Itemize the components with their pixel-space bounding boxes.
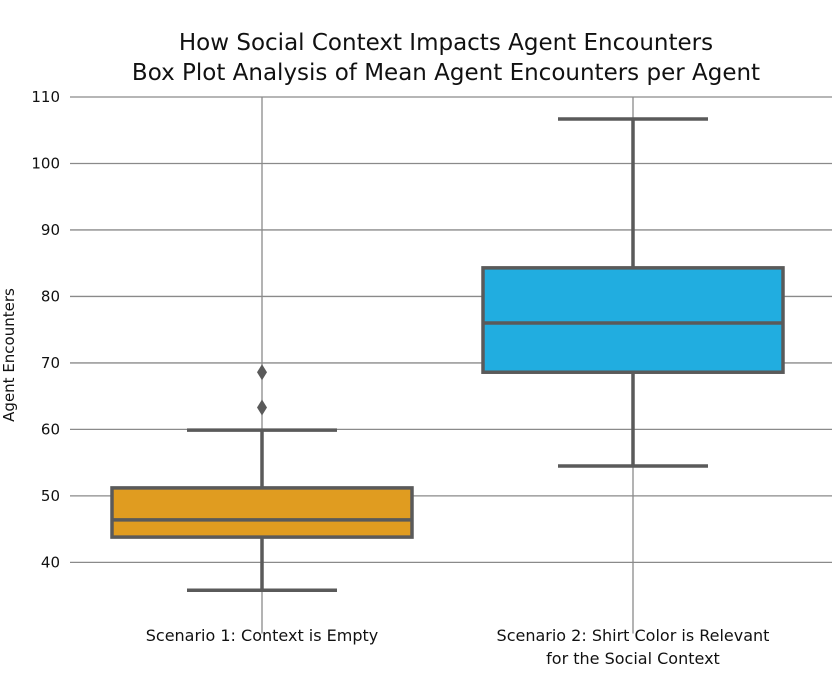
y-tick-label: 50 (41, 487, 60, 505)
y-axis-ticks: 40 50 60 70 80 90 100 110 (31, 88, 60, 571)
y-tick-label: 90 (41, 221, 60, 239)
x-category-label: for the Social Context (546, 649, 720, 668)
box-iqr (481, 266, 785, 374)
y-tick-label: 70 (41, 354, 60, 372)
y-tick-label: 110 (31, 88, 60, 106)
y-tick-label: 100 (31, 154, 60, 172)
box-iqr (110, 486, 414, 539)
x-category-label: Scenario 2: Shirt Color is Relevant (497, 626, 770, 645)
x-category-label: Scenario 1: Context is Empty (146, 626, 379, 645)
y-tick-label: 40 (41, 553, 60, 571)
chart-title: How Social Context Impacts Agent Encount… (178, 30, 714, 56)
outlier-point (257, 399, 267, 416)
x-axis-categories: Scenario 1: Context is Empty Scenario 2: … (146, 626, 770, 668)
y-tick-label: 80 (41, 287, 60, 305)
y-tick-label: 60 (41, 420, 60, 438)
boxes (110, 117, 785, 593)
chart-subtitle: Box Plot Analysis of Mean Agent Encounte… (131, 60, 761, 86)
outlier-point (257, 364, 267, 381)
